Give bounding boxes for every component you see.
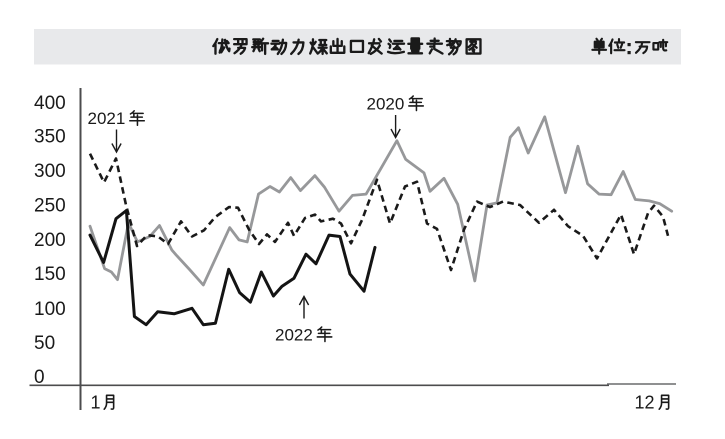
svg-text:200: 200: [34, 230, 66, 251]
svg-text:1: 1: [91, 393, 101, 413]
svg-text:300: 300: [34, 161, 66, 182]
svg-text:250: 250: [34, 195, 66, 216]
svg-text:12: 12: [635, 393, 655, 413]
svg-text:350: 350: [34, 127, 66, 148]
svg-text:2022: 2022: [275, 325, 313, 344]
svg-text:2021: 2021: [88, 109, 126, 128]
svg-text:0: 0: [34, 367, 45, 388]
svg-text:100: 100: [34, 299, 66, 320]
svg-text:50: 50: [34, 333, 55, 354]
svg-text:400: 400: [34, 93, 66, 114]
svg-text:2020: 2020: [367, 94, 405, 113]
svg-text:150: 150: [34, 264, 66, 285]
